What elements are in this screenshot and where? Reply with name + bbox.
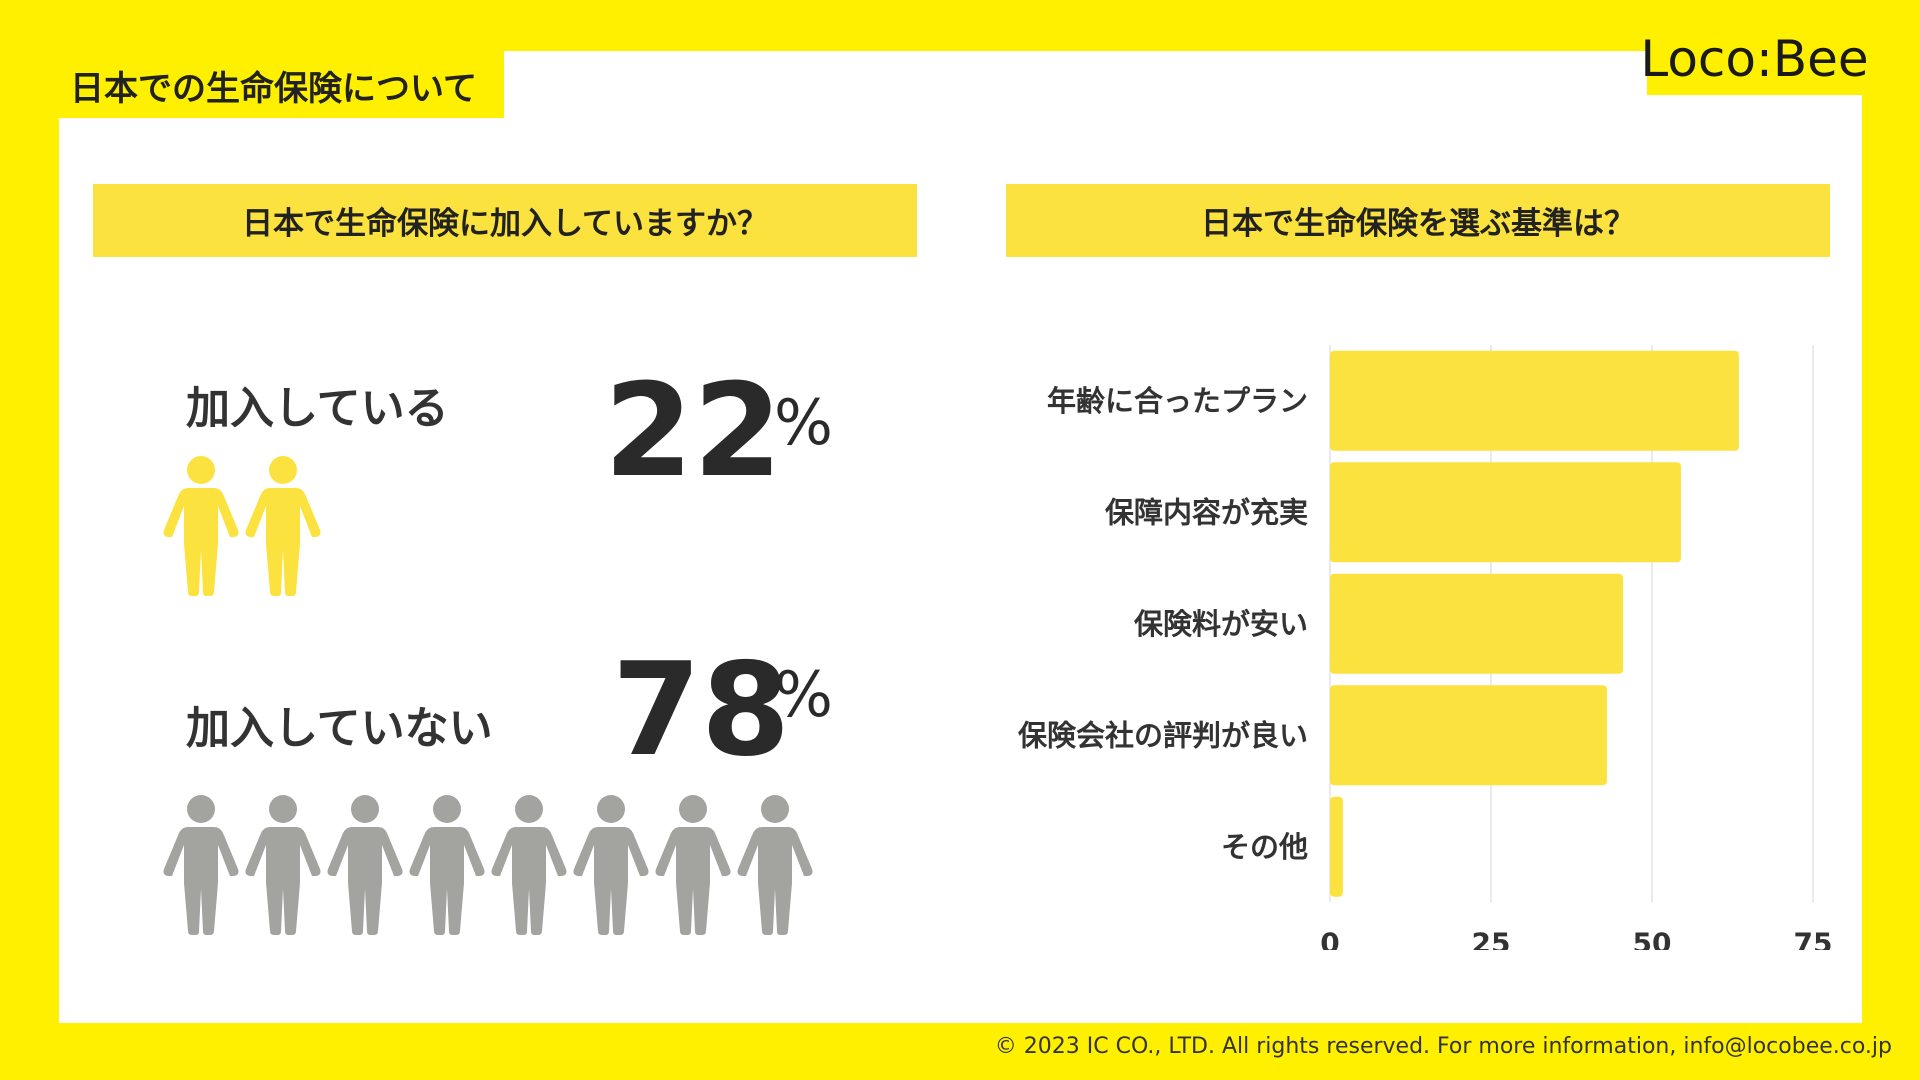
copyright-footer: © 2023 IC CO., LTD. All rights reserved.… bbox=[994, 1034, 1892, 1059]
person-icon bbox=[245, 795, 321, 935]
person-icon bbox=[245, 456, 321, 596]
not-enrolled-people-row bbox=[160, 791, 816, 935]
category-label-3: 保険会社の評判が良い bbox=[1017, 718, 1308, 752]
bar-4 bbox=[1330, 796, 1343, 897]
tick-label-0: 0 bbox=[1320, 927, 1339, 951]
tick-label-75: 75 bbox=[1794, 927, 1833, 951]
person-icon bbox=[327, 795, 403, 935]
bar-3 bbox=[1330, 685, 1607, 786]
category-label-1: 保障内容が充実 bbox=[1104, 495, 1308, 529]
category-label-4: その他 bbox=[1221, 830, 1308, 864]
section-header-criteria: 日本で生命保険を選ぶ基準は？ bbox=[1006, 184, 1830, 257]
not-enrolled-percent-value: 78 bbox=[612, 636, 791, 785]
enrolled-people-row bbox=[160, 452, 324, 596]
person-icon bbox=[163, 456, 239, 596]
person-icon bbox=[409, 795, 485, 935]
person-icon bbox=[491, 795, 567, 935]
not-enrolled-label: 加入していない bbox=[186, 703, 493, 754]
page-title: 日本での生命保険について bbox=[58, 52, 504, 118]
person-icon bbox=[737, 795, 813, 935]
bar-2 bbox=[1330, 573, 1624, 674]
person-icon bbox=[573, 795, 649, 935]
tick-label-25: 25 bbox=[1472, 927, 1511, 951]
enrolled-percent-value: 22 bbox=[604, 357, 783, 506]
bar-1 bbox=[1330, 462, 1681, 563]
tick-label-50: 50 bbox=[1633, 927, 1672, 951]
bar-0 bbox=[1330, 350, 1739, 451]
section-header-enrollment: 日本で生命保険に加入していますか？ bbox=[93, 184, 917, 257]
enrolled-percent-sign: % bbox=[774, 386, 833, 459]
enrolled-label: 加入している bbox=[186, 383, 449, 434]
category-label-2: 保険料が安い bbox=[1133, 607, 1308, 641]
not-enrolled-percent-sign: % bbox=[774, 658, 833, 731]
locobee-logo[interactable]: Loco:Bee bbox=[1640, 29, 1869, 88]
person-icon bbox=[163, 795, 239, 935]
category-label-0: 年齢に合ったプラン bbox=[1047, 384, 1308, 418]
person-icon bbox=[655, 795, 731, 935]
